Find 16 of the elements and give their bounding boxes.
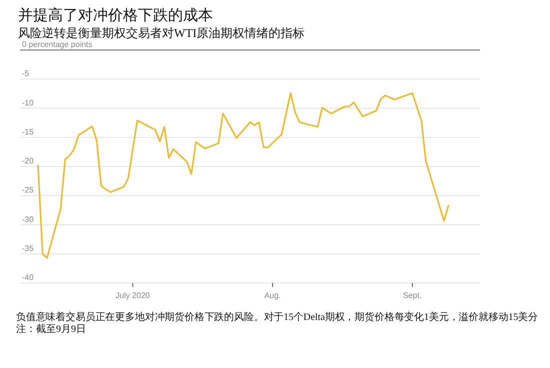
text: 负值意味着交易员正在更多地对冲期货价格下跌的风险。对于15个Delta期权，期货价格每变化1美元，溢价就移动15美分 xyxy=(16,311,543,323)
y-tick-label: -25 xyxy=(22,186,34,195)
chart-subtitle: 风险逆转是衡量期权交易者对WTI原油期权情绪的指标 xyxy=(18,26,305,40)
y-tick-label: -20 xyxy=(22,156,34,166)
y-tick-label: -10 xyxy=(22,98,34,108)
x-tick-label: July 2020 xyxy=(116,291,150,300)
y-tick-label: -15 xyxy=(22,127,34,136)
y-tick-label: -40 xyxy=(22,273,34,282)
y-tick-label: -5 xyxy=(22,69,30,78)
text: 注：截至9月9日 xyxy=(16,323,86,335)
y-tick-label: -30 xyxy=(22,214,34,224)
x-tick-label: Sept. xyxy=(403,291,422,300)
y-tick-label: 0 percentage points xyxy=(22,40,92,49)
chart-title: 并提高了对冲价格下跌的成本 xyxy=(18,7,213,24)
y-tick-label: -35 xyxy=(22,244,34,253)
x-tick-label: Aug. xyxy=(264,291,281,300)
